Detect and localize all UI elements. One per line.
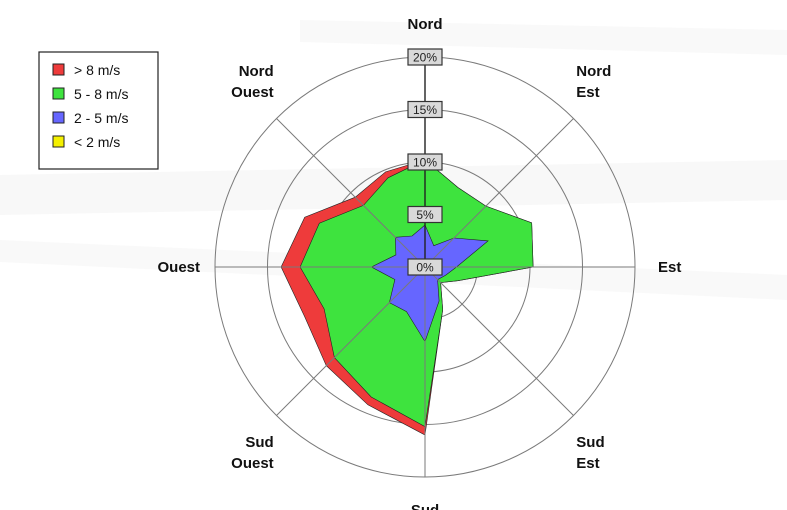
tick-label-box xyxy=(407,48,443,66)
direction-label-line: Sud xyxy=(411,502,439,510)
legend: > 8 m/s 5 - 8 m/s 2 - 5 m/s < 2 m/s xyxy=(38,51,159,170)
legend-label: 5 - 8 m/s xyxy=(74,86,128,102)
tick-label-4: 20% xyxy=(407,48,443,66)
direction-label-line: Est xyxy=(658,259,681,276)
direction-label-7: Nord Ouest xyxy=(231,63,274,101)
direction-labels: NordNordEstEstSudEstSudSudOuestOuestNord… xyxy=(157,16,681,510)
direction-label-line: Ouest xyxy=(231,84,274,101)
direction-label-line: Est xyxy=(576,84,599,101)
legend-item-3: < 2 m/s xyxy=(52,134,120,150)
direction-label-2: Est xyxy=(658,259,681,276)
legend-label: 2 - 5 m/s xyxy=(74,110,128,126)
direction-spoke-1 xyxy=(424,118,574,268)
direction-label-line: Ouest xyxy=(157,259,200,276)
direction-label-line: Nord xyxy=(239,63,274,80)
direction-label-5: Sud Ouest xyxy=(231,434,274,472)
direction-label-1: Nord Est xyxy=(576,63,611,101)
direction-label-4: Sud xyxy=(411,502,439,510)
direction-label-line: Est xyxy=(576,455,599,472)
tick-label-text: 0% xyxy=(416,261,434,275)
tick-label-box xyxy=(407,153,443,171)
legend-swatch xyxy=(52,87,65,100)
legend-item-1: 5 - 8 m/s xyxy=(52,86,128,102)
legend-swatch xyxy=(52,63,65,76)
tick-label-box xyxy=(407,100,443,119)
axis-lines xyxy=(215,57,635,477)
direction-label-3: Sud Est xyxy=(576,434,604,472)
tick-label-text: 10% xyxy=(413,156,437,170)
direction-spoke-3 xyxy=(424,266,574,416)
legend-item-0: > 8 m/s xyxy=(52,62,120,78)
tick-label-0: 0% xyxy=(407,258,443,276)
tick-label-text: 5% xyxy=(416,208,434,222)
direction-label-line: Nord xyxy=(408,16,443,33)
tick-label-2: 10% xyxy=(407,153,443,171)
legend-item-2: 2 - 5 m/s xyxy=(52,110,128,126)
tick-label-3: 15% xyxy=(407,100,443,119)
direction-spoke-5 xyxy=(276,266,426,416)
tick-label-text: 20% xyxy=(413,51,437,65)
tick-label-box xyxy=(407,258,443,276)
tick-label-text: 15% xyxy=(413,103,437,117)
direction-spoke-7 xyxy=(276,118,426,268)
legend-label: < 2 m/s xyxy=(74,134,120,150)
direction-label-line: Sud xyxy=(576,434,604,451)
tick-labels: 0% 5% 10% 15% 20% xyxy=(407,48,443,276)
tick-label-box xyxy=(407,205,443,224)
legend-label: > 8 m/s xyxy=(74,62,120,78)
tick-label-1: 5% xyxy=(407,205,443,224)
direction-label-line: Ouest xyxy=(231,455,274,472)
legend-swatch xyxy=(52,135,65,148)
direction-label-0: Nord xyxy=(408,16,443,33)
legend-swatch xyxy=(52,111,65,124)
direction-label-line: Sud xyxy=(245,434,273,451)
direction-label-line: Nord xyxy=(576,63,611,80)
series-areas xyxy=(280,159,534,436)
direction-label-6: Ouest xyxy=(157,259,200,276)
